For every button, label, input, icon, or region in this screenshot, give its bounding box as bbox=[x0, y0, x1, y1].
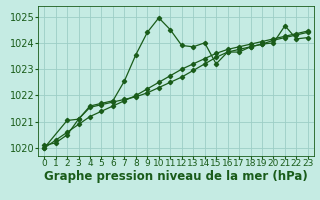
X-axis label: Graphe pression niveau de la mer (hPa): Graphe pression niveau de la mer (hPa) bbox=[44, 170, 308, 183]
